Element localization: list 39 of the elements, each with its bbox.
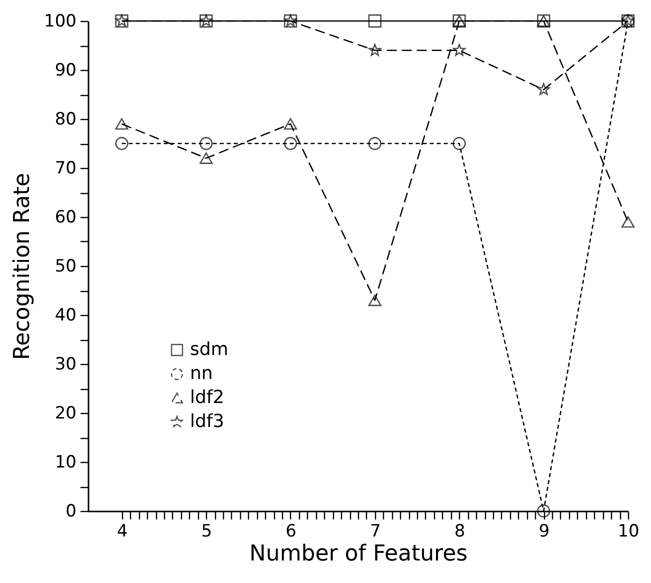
y-tick-label: 70 [54,158,76,178]
point [284,136,298,150]
x-axis-title: Number of Features [249,542,468,566]
point [452,44,466,56]
x-tick-label: 7 [370,522,381,542]
x-tick-label: 9 [538,522,550,542]
point [115,118,128,130]
y-axis-title: Recognition Rate [10,173,36,360]
legend-label: sdm [190,339,228,360]
y-tick-label: 40 [54,306,76,326]
point [368,294,382,306]
x-tick-label: 8 [454,522,466,542]
point [537,83,550,96]
y-tick-label: 30 [54,354,76,374]
point [452,136,466,150]
y-tick-label: 10 [54,452,76,472]
y-tick-label: 50 [54,256,76,276]
point [368,14,382,28]
point [368,136,382,150]
point [621,216,635,228]
x-tick-label: 10 [618,522,640,542]
legend-label: nn [190,363,213,384]
point [200,152,213,164]
legend-label: ldf3 [190,411,224,432]
y-tick-label: 60 [54,208,76,228]
point [537,504,550,518]
point [284,118,298,130]
x-tick-label: 4 [116,522,128,542]
y-tick-label: 20 [54,404,76,424]
y-tick-label: 90 [54,60,76,80]
point [115,136,128,150]
y-tick-label: 100 [44,12,76,32]
point [368,44,382,56]
y-tick-label: 0 [66,502,76,522]
x-tick-label: 6 [286,522,296,542]
point [200,136,213,150]
legend-label: ldf2 [190,387,224,408]
x-tick-label: 5 [201,522,212,542]
y-tick-label: 80 [54,110,76,130]
